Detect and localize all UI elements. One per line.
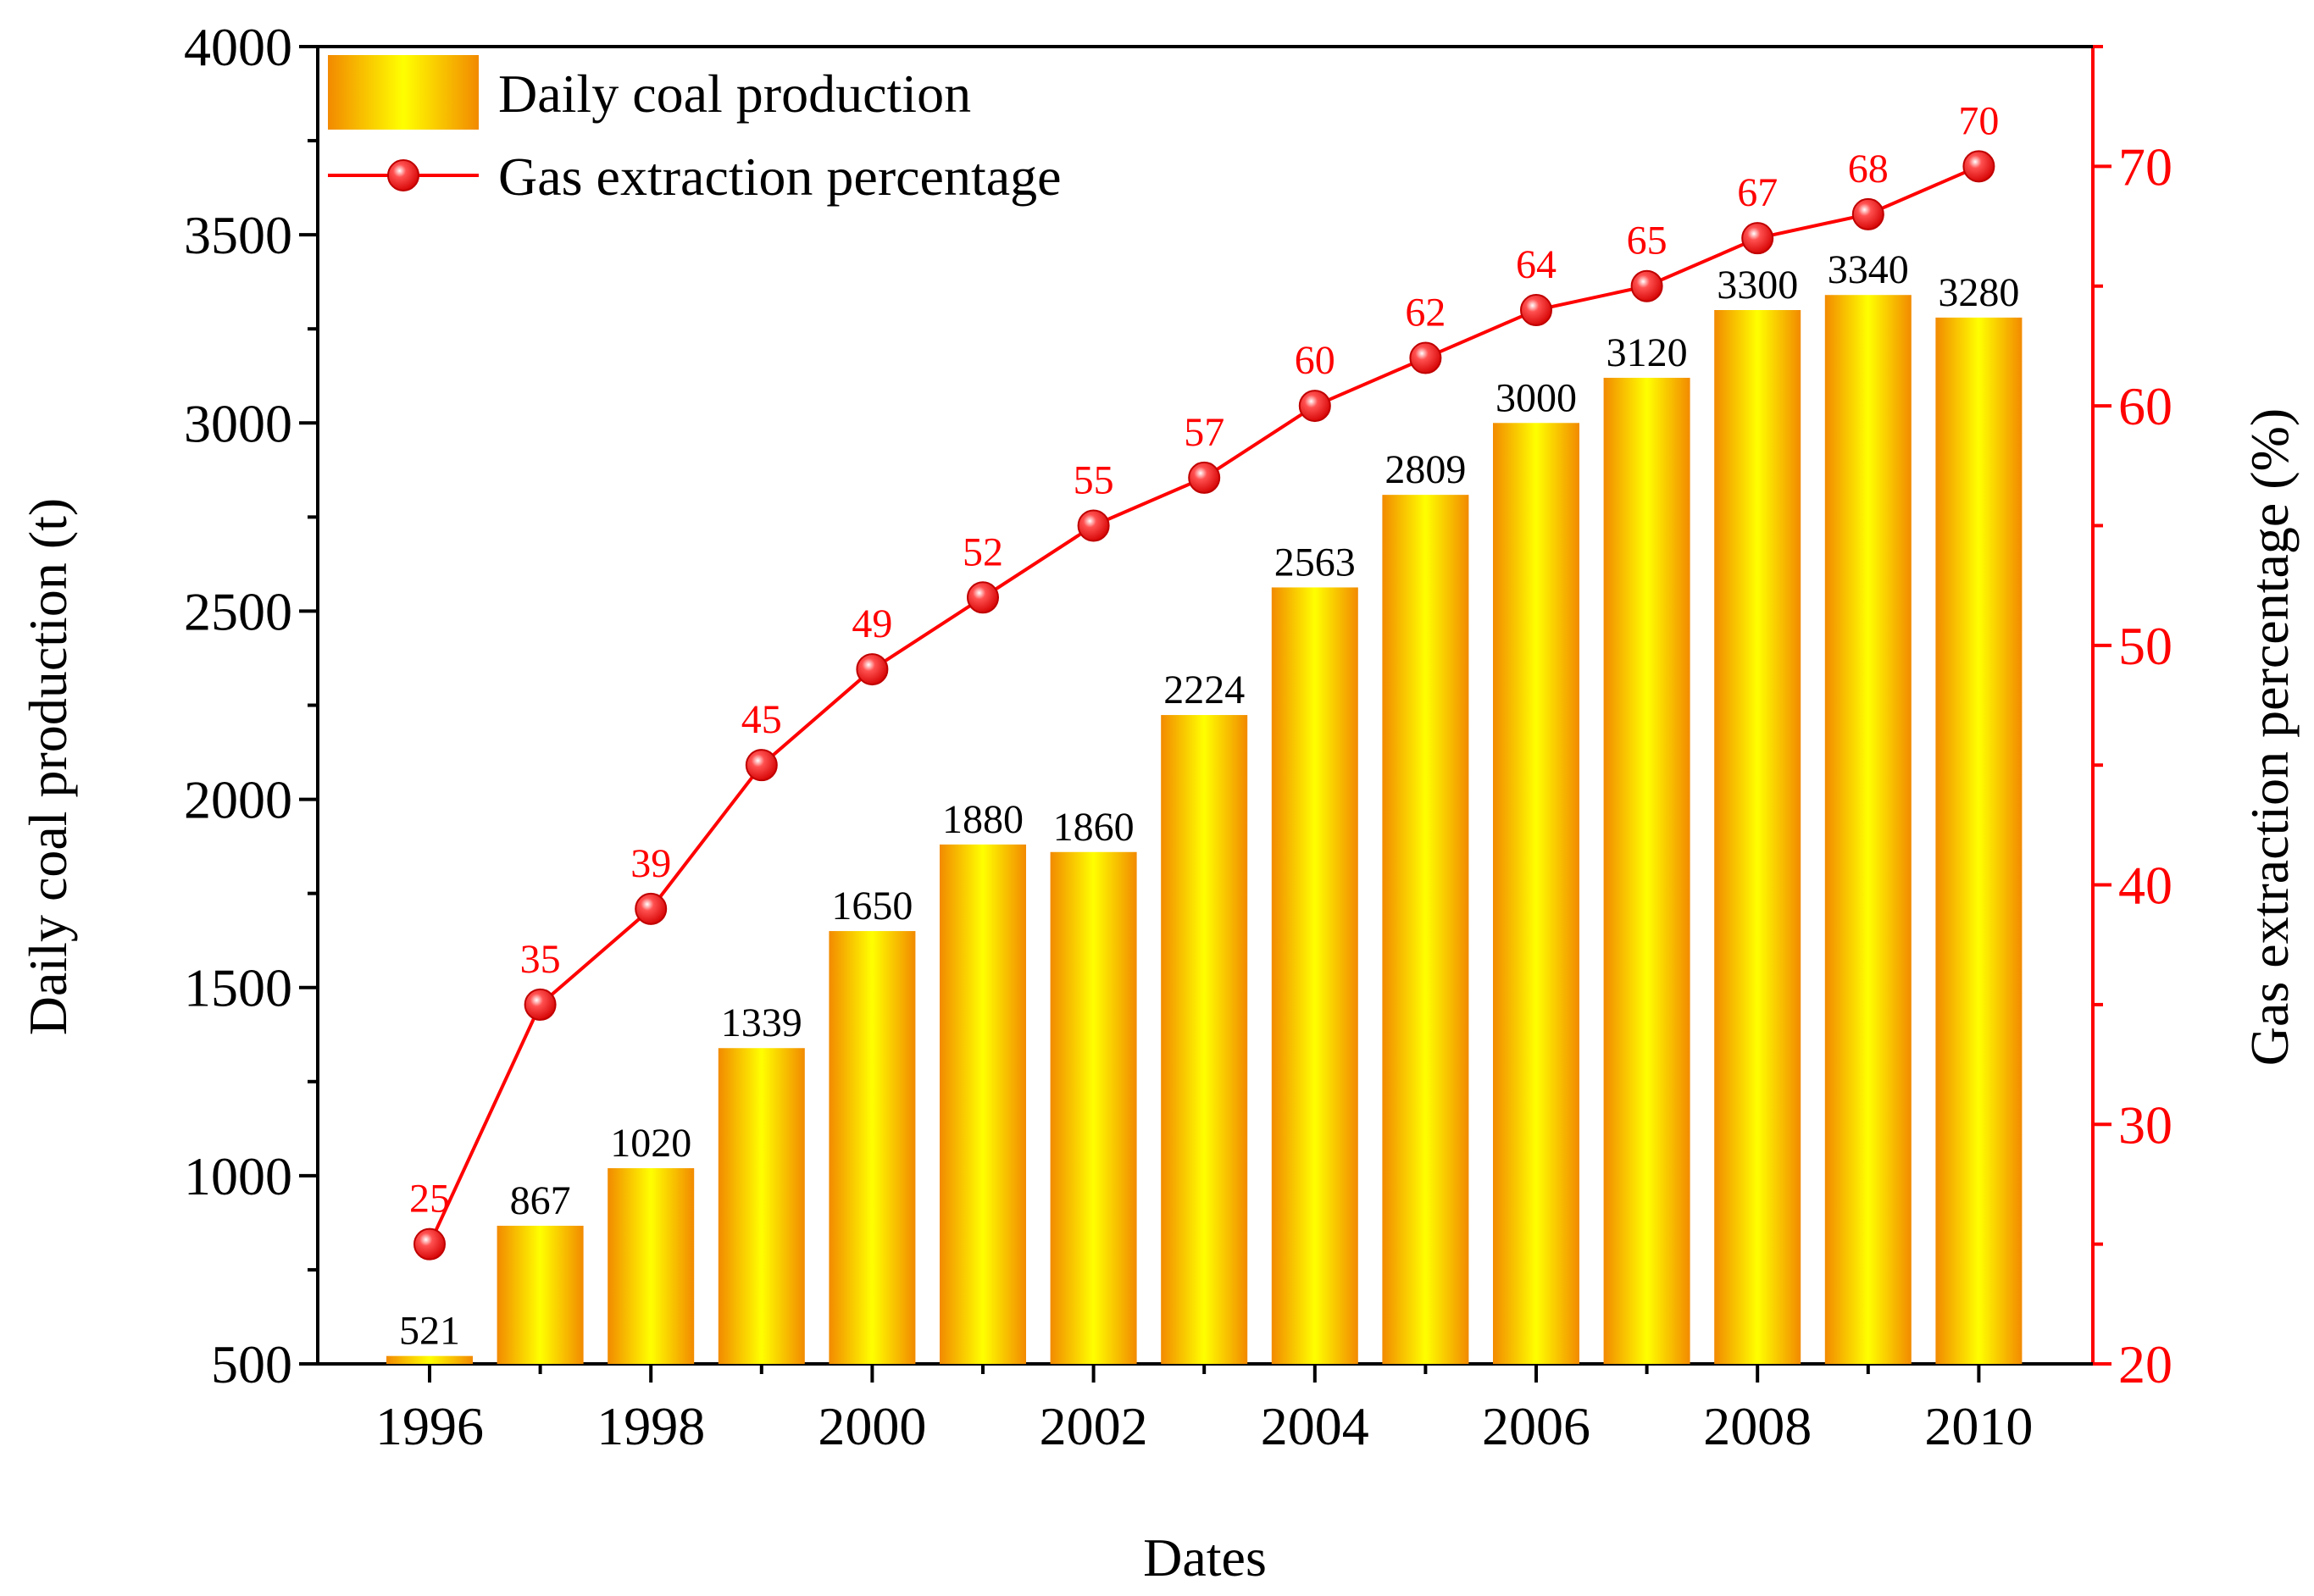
bar-value-label-1999: 1339 [721, 1000, 802, 1045]
bar-2009 [1824, 295, 1912, 1365]
x-axis-ticks: 1996 1998 2000 2002 2004 2006 2008 2010 [375, 1364, 2033, 1456]
bar-2002 [1050, 851, 1137, 1364]
left-axis-title: Daily coal production (t) [18, 498, 78, 1035]
right-tick-label-50: 50 [2118, 616, 2172, 676]
right-tick-label-40: 40 [2118, 856, 2172, 916]
x-tick-label-2004: 2004 [1261, 1396, 1369, 1456]
gas-point-1998 [635, 892, 668, 925]
x-tick-label-1998: 1998 [597, 1396, 705, 1456]
left-tick-label-500: 500 [211, 1334, 292, 1394]
left-tick-label-2000: 2000 [184, 770, 292, 830]
gas-point-2006 [1520, 294, 1552, 326]
gas-value-label-2005: 62 [1405, 291, 1446, 335]
bar-1999 [718, 1048, 805, 1364]
gas-value-label-1999: 45 [741, 697, 782, 742]
bar-value-label-2007: 3120 [1606, 330, 1688, 375]
bar-value-label-2000: 1650 [831, 884, 913, 928]
bar-2005 [1382, 495, 1469, 1364]
gas-point-2005 [1409, 341, 1442, 374]
bar-1997 [497, 1225, 584, 1364]
x-tick-label-1996: 1996 [375, 1396, 484, 1456]
gas-value-label-2004: 60 [1295, 338, 1335, 383]
bar-value-label-2010: 3280 [1938, 270, 2019, 315]
gas-point-1997 [524, 988, 557, 1021]
right-tick-label-20: 20 [2118, 1334, 2172, 1394]
x-axis-title: Dates [1143, 1527, 1267, 1588]
legend-bar-swatch [328, 55, 479, 130]
bar-value-label-2008: 3300 [1717, 263, 1798, 308]
bar-2000 [829, 931, 916, 1364]
left-tick-label-3000: 3000 [184, 393, 292, 453]
gas-value-label-2007: 65 [1627, 219, 1668, 263]
bar-value-label-1998: 1020 [610, 1121, 691, 1166]
left-tick-label-1000: 1000 [184, 1146, 292, 1206]
gas-value-label-1997: 35 [520, 937, 561, 982]
right-axis-title: Gas extraction percentage (%) [2239, 408, 2300, 1066]
legend-line-marker [387, 159, 419, 191]
left-tick-label-4000: 4000 [184, 17, 292, 77]
coal-production-labels: 521 867 1020 1339 1650 1880 1860 2224 2563 2809 30… [399, 247, 2019, 1353]
bar-2007 [1603, 377, 1690, 1364]
gas-point-2009 [1851, 197, 1884, 230]
coal-production-bars [386, 295, 2023, 1365]
gas-point-2007 [1630, 269, 1663, 302]
gas-value-label-2003: 57 [1184, 410, 1224, 455]
gas-value-label-1996: 25 [409, 1177, 450, 1222]
gas-percentage-series [413, 150, 1995, 1261]
bar-value-label-2006: 3000 [1495, 375, 1577, 420]
bar-value-label-2001: 1880 [942, 797, 1024, 842]
gas-point-2010 [1962, 150, 1995, 183]
bar-2003 [1161, 715, 1248, 1364]
right-tick-label-30: 30 [2118, 1094, 2172, 1155]
left-axis-ticks: 500 1000 1500 2000 2500 3000 3500 4000 [184, 17, 318, 1394]
bar-value-label-1997: 867 [510, 1178, 571, 1223]
gas-percentage-labels: 25 35 39 45 49 52 55 57 60 62 64 65 67 68 70 [409, 98, 1999, 1221]
bar-value-label-2005: 2809 [1385, 447, 1466, 492]
right-tick-label-70: 70 [2118, 136, 2172, 197]
bar-value-label-2002: 1860 [1053, 805, 1135, 850]
x-tick-label-2000: 2000 [818, 1396, 926, 1456]
bar-2001 [940, 844, 1026, 1364]
legend-line-label: Gas extraction percentage [498, 147, 1062, 207]
gas-point-1999 [745, 749, 778, 782]
right-axis-ticks: 20 30 40 50 60 70 [2093, 45, 2172, 1394]
x-tick-label-2006: 2006 [1482, 1396, 1590, 1456]
bar-2006 [1493, 423, 1579, 1365]
x-tick-label-2008: 2008 [1703, 1396, 1812, 1456]
x-tick-label-2002: 2002 [1040, 1396, 1148, 1456]
bar-2010 [1935, 317, 2023, 1364]
bar-1998 [608, 1167, 695, 1364]
gas-point-2002 [1077, 509, 1110, 542]
gas-point-2000 [856, 653, 889, 686]
bar-2008 [1714, 310, 1801, 1364]
right-tick-label-60: 60 [2118, 376, 2172, 436]
gas-point-1996 [413, 1227, 446, 1261]
gas-value-label-2008: 67 [1737, 170, 1778, 215]
bar-2004 [1271, 587, 1358, 1364]
gas-value-label-2009: 68 [1848, 147, 1889, 191]
gas-value-label-2010: 70 [1958, 98, 1999, 143]
bar-value-label-2004: 2563 [1274, 540, 1356, 585]
gas-value-label-2000: 49 [852, 601, 892, 646]
left-tick-label-2500: 2500 [184, 581, 292, 641]
legend: Daily coal production Gas extraction per… [328, 55, 1062, 207]
left-tick-label-1500: 1500 [184, 958, 292, 1018]
gas-point-2001 [967, 581, 999, 614]
bar-value-label-2009: 3340 [1828, 247, 1909, 292]
gas-value-label-1998: 39 [630, 841, 671, 886]
gas-point-2003 [1188, 461, 1221, 494]
gas-point-2004 [1298, 390, 1331, 423]
gas-point-2008 [1741, 222, 1774, 255]
gas-value-label-2002: 55 [1074, 457, 1114, 502]
x-tick-label-2010: 2010 [1924, 1396, 2033, 1456]
gas-value-label-2001: 52 [963, 529, 1003, 574]
bar-1996 [386, 1355, 473, 1364]
bar-value-label-1996: 521 [399, 1309, 460, 1354]
left-tick-label-3500: 3500 [184, 205, 292, 265]
legend-bar-label: Daily coal production [498, 64, 971, 124]
bar-value-label-2003: 2224 [1163, 668, 1245, 712]
gas-value-label-2006: 64 [1516, 242, 1557, 287]
